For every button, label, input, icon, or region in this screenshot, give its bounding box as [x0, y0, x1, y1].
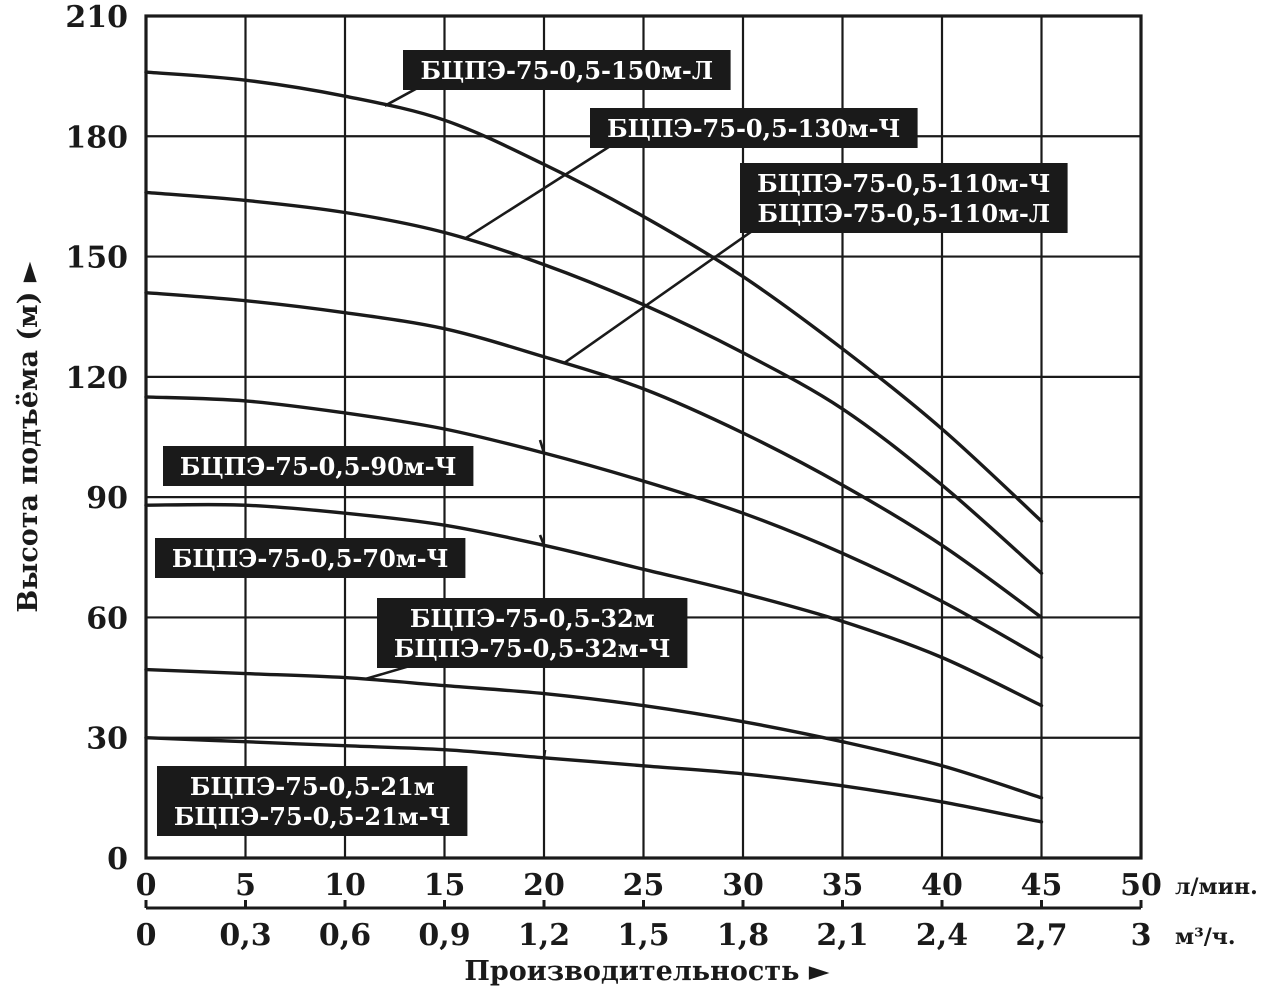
label-leaders	[364, 71, 766, 758]
x2-tick-label: 0	[136, 918, 157, 953]
series-label-0: БЦПЭ-75-0,5-150м-Л	[403, 50, 731, 90]
x2-tick-label: 2,4	[916, 918, 968, 953]
series-label-box	[740, 163, 1068, 233]
y-tick-label: 90	[86, 481, 128, 516]
series-curve-0	[144, 70, 1044, 523]
series-curve-2	[144, 291, 1044, 620]
series-curve-6	[144, 736, 1044, 824]
x-tick-label: 10	[324, 868, 366, 903]
series-label-text: БЦПЭ-75-0,5-21м	[190, 772, 435, 801]
plot-frame	[144, 14, 1143, 860]
series-curve-5	[144, 667, 1044, 800]
x-tick-label: 45	[1021, 868, 1063, 903]
x-tick-label: 25	[623, 868, 665, 903]
x2-tick-label: 3	[1131, 918, 1152, 953]
series-label-1: БЦПЭ-75-0,5-130м-Ч	[590, 108, 918, 148]
x-tick-label: 40	[921, 868, 963, 903]
series-label-box	[163, 446, 474, 486]
label-leader-2	[563, 220, 766, 365]
x2-tick-label: 0,9	[418, 918, 470, 953]
label-leader-4	[538, 534, 546, 546]
y-tick-label: 30	[86, 722, 128, 757]
y-tick-label: 0	[107, 842, 128, 877]
series-label-3: БЦПЭ-75-0,5-90м-Ч	[163, 446, 474, 486]
series-label-box	[155, 538, 466, 578]
axes: Высота подъёма (м) ► Производительность …	[13, 0, 1258, 987]
series-label-text: БЦПЭ-75-0,5-90м-Ч	[180, 452, 457, 481]
x-tick-label: 30	[722, 868, 764, 903]
series-label-text: БЦПЭ-75-0,5-32м	[410, 604, 655, 633]
y-tick-label: 180	[65, 120, 128, 155]
series-label-text: БЦПЭ-75-0,5-70м-Ч	[172, 544, 449, 573]
series-labels: БЦПЭ-75-0,5-150м-Л БЦПЭ-75-0,5-130м-Ч БЦПЭ…	[155, 50, 1068, 836]
series-label-text: БЦПЭ-75-0,5-110м-Ч	[757, 169, 1050, 198]
x-axis-title: Производительность ►	[464, 956, 829, 987]
x-tick-label: 20	[523, 868, 565, 903]
series-label-text: БЦПЭ-75-0,5-110м-Л	[757, 199, 1050, 228]
series-label-text: БЦПЭ-75-0,5-130м-Ч	[607, 114, 900, 143]
x-tick-label: 5	[235, 868, 256, 903]
y-tick-label: 210	[65, 0, 128, 35]
series-curve-4	[144, 502, 1044, 708]
y-axis-title: Высота подъёма (м) ►	[13, 261, 44, 612]
series-label-box	[377, 598, 688, 668]
label-leader-6	[542, 749, 547, 758]
x2-tick-label: 2,7	[1015, 918, 1067, 953]
series-label-box	[157, 766, 468, 836]
label-leader-3	[538, 439, 546, 454]
x-tick-label: 0	[136, 868, 157, 903]
series-label-4: БЦПЭ-75-0,5-70м-Ч	[155, 538, 466, 578]
x2-tick-label: 1,2	[518, 918, 570, 953]
series-label-text: БЦПЭ-75-0,5-32м-Ч	[394, 634, 671, 663]
x2-tick-label: 0,6	[319, 918, 371, 953]
x2-tick-label: 2,1	[816, 918, 868, 953]
x-tick-label: 15	[424, 868, 466, 903]
x2-tick-label: 1,5	[617, 918, 669, 953]
curves	[144, 70, 1044, 824]
x-tick-label: 35	[822, 868, 864, 903]
x-tick-label: 50	[1120, 868, 1162, 903]
y-tick-label: 60	[86, 601, 128, 636]
series-label-text: БЦПЭ-75-0,5-21м-Ч	[174, 802, 451, 831]
x2-tick-label: 1,8	[717, 918, 769, 953]
x2-unit-label: м³/ч.	[1175, 924, 1236, 950]
y-tick-label: 120	[65, 361, 128, 396]
series-curve-1	[144, 190, 1044, 575]
series-label-box	[403, 50, 731, 90]
label-leader-1	[463, 141, 616, 241]
series-label-box	[590, 108, 918, 148]
x2-tick-label: 0,3	[219, 918, 271, 953]
series-curve-3	[144, 395, 1044, 660]
x-unit-label: л/мин.	[1175, 874, 1258, 900]
series-label-text: БЦПЭ-75-0,5-150м-Л	[420, 56, 713, 85]
y-tick-label: 150	[65, 241, 128, 276]
